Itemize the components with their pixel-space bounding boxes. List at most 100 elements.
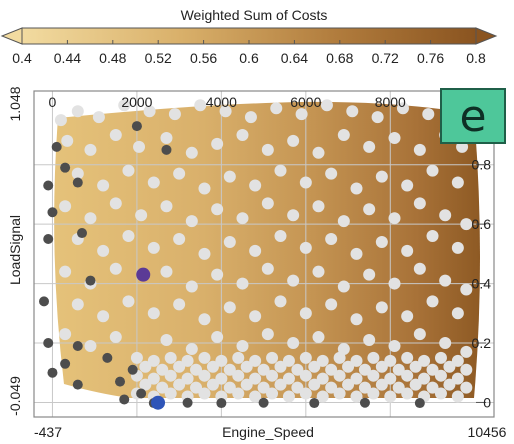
light-point bbox=[337, 280, 350, 293]
y-tick-label: 0.4 bbox=[472, 276, 492, 292]
light-point bbox=[337, 342, 350, 355]
light-point bbox=[409, 360, 422, 373]
light-point bbox=[299, 307, 312, 320]
light-point bbox=[299, 369, 312, 382]
colorbar-tick-label: 0.48 bbox=[99, 50, 126, 66]
light-point bbox=[190, 363, 203, 376]
light-point bbox=[392, 381, 405, 394]
light-point bbox=[173, 298, 186, 311]
light-point bbox=[143, 105, 156, 118]
light-point bbox=[160, 334, 173, 347]
light-point bbox=[164, 387, 177, 400]
dark-point bbox=[216, 398, 227, 409]
light-point bbox=[249, 244, 262, 257]
light-point bbox=[312, 331, 325, 344]
x-tick-label: 6000 bbox=[290, 94, 321, 110]
light-point bbox=[426, 381, 439, 394]
light-point bbox=[198, 387, 211, 400]
light-point bbox=[92, 111, 105, 124]
light-point bbox=[308, 378, 321, 391]
dark-point bbox=[258, 397, 269, 408]
light-point bbox=[274, 295, 287, 308]
light-point bbox=[333, 351, 346, 364]
light-point bbox=[206, 378, 219, 391]
light-point bbox=[198, 351, 211, 364]
light-point bbox=[388, 277, 401, 290]
light-point bbox=[439, 337, 452, 350]
colorbar-tick-label: 0.52 bbox=[145, 50, 172, 66]
light-point bbox=[249, 390, 262, 403]
light-point bbox=[434, 369, 447, 382]
colorbar-high-arrow bbox=[475, 27, 498, 45]
light-point bbox=[84, 143, 97, 156]
colorbar-ticks: 0.4 0.44 0.48 0.52 0.56 0.6 0.64 0.68 0.72 0.76 0.… bbox=[12, 40, 486, 66]
light-point bbox=[135, 209, 148, 222]
light-point bbox=[54, 114, 67, 127]
dark-point bbox=[51, 141, 62, 152]
light-point bbox=[240, 378, 253, 391]
light-point bbox=[97, 310, 110, 323]
light-point bbox=[363, 334, 376, 347]
light-point bbox=[59, 200, 72, 213]
light-point bbox=[147, 307, 160, 320]
y-min-label: -0.049 bbox=[7, 376, 23, 416]
colorbar-tick-label: 0.56 bbox=[190, 50, 217, 66]
light-point bbox=[325, 232, 338, 245]
light-point bbox=[460, 363, 473, 376]
light-point bbox=[147, 354, 160, 367]
light-point bbox=[211, 203, 224, 216]
light-point bbox=[109, 197, 122, 210]
x-tick-label: 8000 bbox=[375, 94, 406, 110]
dark-point bbox=[77, 228, 88, 239]
light-point bbox=[198, 313, 211, 326]
y-tick-label: 0.2 bbox=[472, 335, 492, 351]
y-axis-title: LoadSignal bbox=[7, 215, 23, 285]
light-point bbox=[156, 381, 169, 394]
y-max-label: 1.048 bbox=[7, 86, 23, 121]
light-point bbox=[249, 372, 262, 385]
light-point bbox=[282, 354, 295, 367]
light-point bbox=[223, 170, 236, 183]
data-points bbox=[39, 99, 473, 410]
light-point bbox=[325, 363, 338, 376]
light-point bbox=[460, 283, 473, 296]
light-point bbox=[219, 105, 232, 118]
light-point bbox=[185, 342, 198, 355]
light-point bbox=[409, 378, 422, 391]
light-point bbox=[333, 369, 346, 382]
colorbar-tick-label: 0.44 bbox=[54, 50, 81, 66]
dark-point bbox=[119, 394, 130, 405]
light-point bbox=[236, 277, 249, 290]
light-point bbox=[375, 170, 388, 183]
light-point bbox=[426, 164, 439, 177]
colorbar-tick-label: 0.68 bbox=[326, 50, 353, 66]
light-point bbox=[185, 146, 198, 159]
light-point bbox=[439, 274, 452, 287]
dark-point bbox=[60, 162, 71, 173]
light-point bbox=[367, 351, 380, 364]
light-point bbox=[244, 111, 257, 124]
light-point bbox=[350, 247, 363, 260]
light-point bbox=[434, 387, 447, 400]
light-point bbox=[312, 200, 325, 213]
light-point bbox=[61, 134, 74, 147]
light-point bbox=[426, 230, 439, 243]
light-point bbox=[451, 354, 464, 367]
light-point bbox=[396, 102, 409, 115]
light-point bbox=[388, 212, 401, 225]
light-point bbox=[287, 337, 300, 350]
light-point bbox=[198, 182, 211, 195]
axis-ticks: 0 2000 4000 6000 8000 0 0.2 0.4 0.6 0.8 bbox=[49, 94, 492, 410]
light-point bbox=[287, 134, 300, 147]
light-point bbox=[413, 143, 426, 156]
light-point bbox=[375, 301, 388, 314]
dark-point bbox=[43, 233, 54, 244]
light-point bbox=[291, 363, 304, 376]
light-point bbox=[392, 363, 405, 376]
light-point bbox=[371, 111, 384, 124]
light-point bbox=[160, 200, 173, 213]
highlight-point-purple bbox=[136, 267, 151, 282]
light-point bbox=[274, 378, 287, 391]
light-point bbox=[274, 164, 287, 177]
light-point bbox=[261, 328, 274, 341]
